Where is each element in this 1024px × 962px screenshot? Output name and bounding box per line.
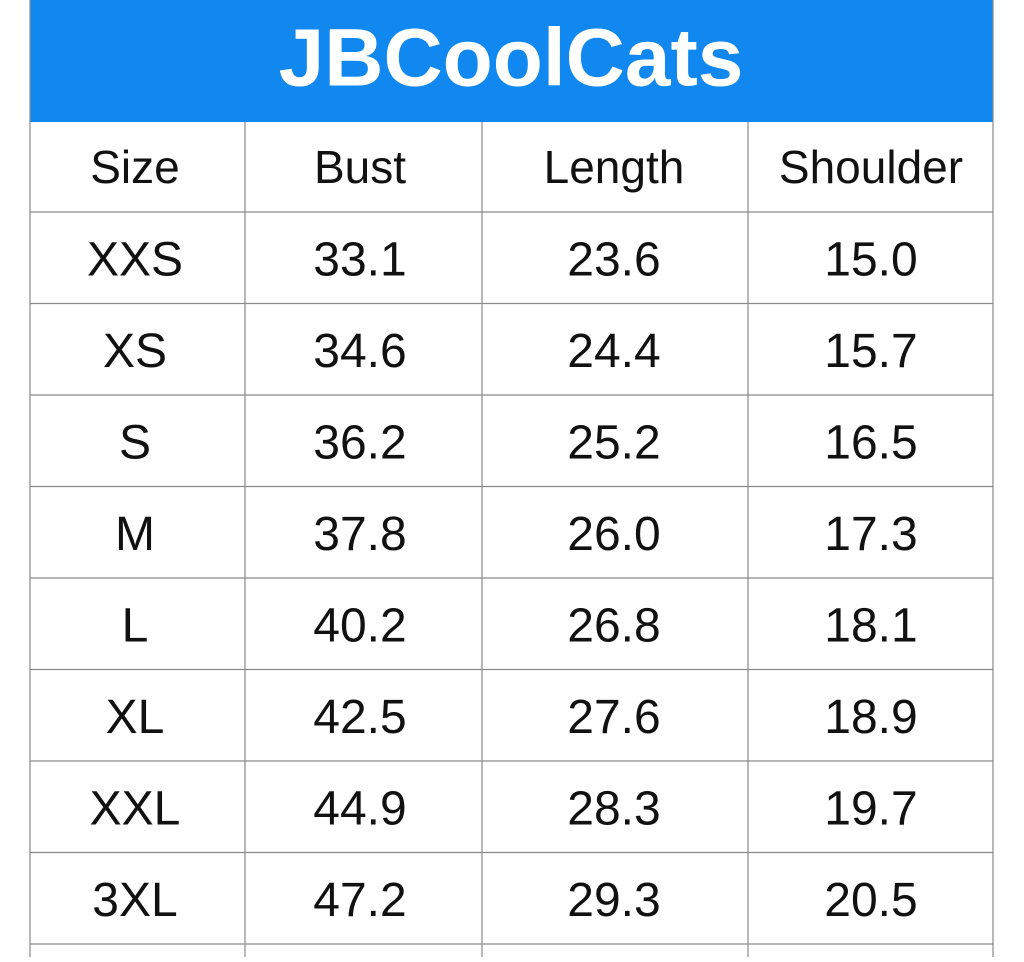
column-header: Length xyxy=(544,141,685,193)
column-header: Shoulder xyxy=(779,141,963,193)
measurement: 23.6 xyxy=(567,233,660,286)
title: JBCoolCats xyxy=(279,13,744,104)
size-label: 3XL xyxy=(92,874,177,927)
measurement: 47.2 xyxy=(313,874,406,927)
measurement: 17.3 xyxy=(824,508,917,561)
measurement: 16.5 xyxy=(824,416,917,469)
measurement: 20.5 xyxy=(824,874,917,927)
measurement: 18.1 xyxy=(824,599,917,652)
measurement: 24.4 xyxy=(567,325,660,378)
size-label: L xyxy=(122,599,149,652)
size-label: XXL xyxy=(90,782,181,835)
measurement: 26.8 xyxy=(567,599,660,652)
measurement: 25.2 xyxy=(567,416,660,469)
size-label: S xyxy=(119,416,151,469)
measurement: 26.0 xyxy=(567,508,660,561)
measurement: 19.7 xyxy=(824,782,917,835)
column-header: Bust xyxy=(314,141,406,193)
measurement: 36.2 xyxy=(313,416,406,469)
size-label: XXS xyxy=(87,233,183,286)
measurement: 40.2 xyxy=(313,599,406,652)
measurement: 33.1 xyxy=(313,233,406,286)
measurement: 15.0 xyxy=(824,233,917,286)
measurement: 34.6 xyxy=(313,325,406,378)
measurement: 42.5 xyxy=(313,691,406,744)
size-label: XL xyxy=(106,691,165,744)
size-label: XS xyxy=(103,325,167,378)
column-header: Size xyxy=(90,141,179,193)
size-label: M xyxy=(115,508,155,561)
measurement: 15.7 xyxy=(824,325,917,378)
measurement: 44.9 xyxy=(313,782,406,835)
measurement: 37.8 xyxy=(313,508,406,561)
measurement: 18.9 xyxy=(824,691,917,744)
measurement: 27.6 xyxy=(567,691,660,744)
measurement: 28.3 xyxy=(567,782,660,835)
measurement: 29.3 xyxy=(567,874,660,927)
title-bar xyxy=(30,0,993,122)
